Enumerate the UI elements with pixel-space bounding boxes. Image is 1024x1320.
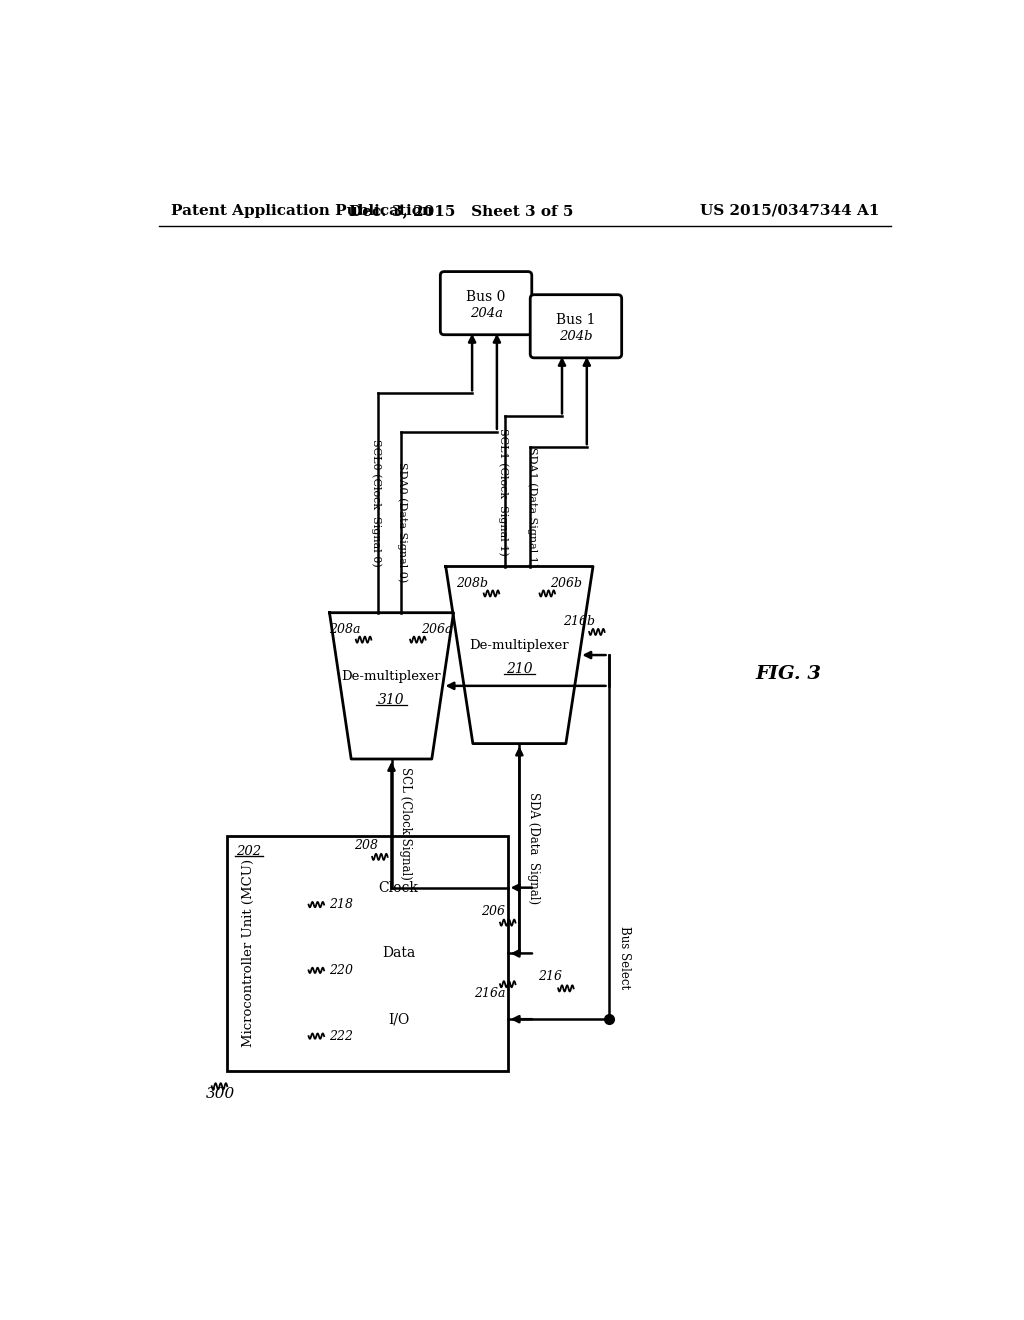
Text: Bus 1: Bus 1 xyxy=(556,313,596,327)
FancyBboxPatch shape xyxy=(440,272,531,335)
Text: Data: Data xyxy=(382,946,415,961)
Text: SDA0 (Data Signal 0): SDA0 (Data Signal 0) xyxy=(397,462,408,582)
Text: 206b: 206b xyxy=(550,577,583,590)
Text: 206: 206 xyxy=(481,904,506,917)
Text: 218: 218 xyxy=(330,898,353,911)
Text: 202: 202 xyxy=(237,845,261,858)
Text: 204a: 204a xyxy=(470,306,503,319)
Text: Bus Select: Bus Select xyxy=(617,927,631,989)
Text: 216a: 216a xyxy=(474,987,506,1001)
Text: Microcontroller Unit (MCU): Microcontroller Unit (MCU) xyxy=(243,859,255,1048)
Text: 222: 222 xyxy=(330,1030,353,1043)
Text: US 2015/0347344 A1: US 2015/0347344 A1 xyxy=(700,203,880,218)
FancyBboxPatch shape xyxy=(530,294,622,358)
Text: 216: 216 xyxy=(538,970,562,983)
Text: 208a: 208a xyxy=(329,623,360,636)
Text: 300: 300 xyxy=(206,1086,234,1101)
Text: 204b: 204b xyxy=(559,330,593,343)
Text: SDA (Data  Signal): SDA (Data Signal) xyxy=(527,792,540,904)
Text: SDA1 (Data Signal 1): SDA1 (Data Signal 1) xyxy=(526,446,538,568)
Text: Patent Application Publication: Patent Application Publication xyxy=(171,203,432,218)
Text: 208: 208 xyxy=(353,838,378,851)
Text: 208b: 208b xyxy=(457,577,488,590)
Text: 220: 220 xyxy=(330,964,353,977)
Text: Clock: Clock xyxy=(379,880,419,895)
Text: 206a: 206a xyxy=(421,623,453,636)
Bar xyxy=(227,836,508,1071)
Text: SCL0 (Clock  Signal 0): SCL0 (Clock Signal 0) xyxy=(371,440,381,566)
Text: 210: 210 xyxy=(506,661,532,676)
Text: Dec. 3, 2015   Sheet 3 of 5: Dec. 3, 2015 Sheet 3 of 5 xyxy=(349,203,573,218)
Text: 310: 310 xyxy=(378,693,404,706)
Text: SCL (Clock Signal): SCL (Clock Signal) xyxy=(399,767,413,879)
Text: De-multiplexer: De-multiplexer xyxy=(342,671,441,684)
Text: SCL1 (Clock  Signal 1): SCL1 (Clock Signal 1) xyxy=(499,428,509,556)
Text: De-multiplexer: De-multiplexer xyxy=(470,639,569,652)
Text: Bus 0: Bus 0 xyxy=(466,290,506,304)
Polygon shape xyxy=(330,612,454,759)
Text: FIG. 3: FIG. 3 xyxy=(756,665,821,684)
Text: I/O: I/O xyxy=(388,1012,410,1026)
Text: 216b: 216b xyxy=(562,615,595,628)
Polygon shape xyxy=(445,566,593,743)
